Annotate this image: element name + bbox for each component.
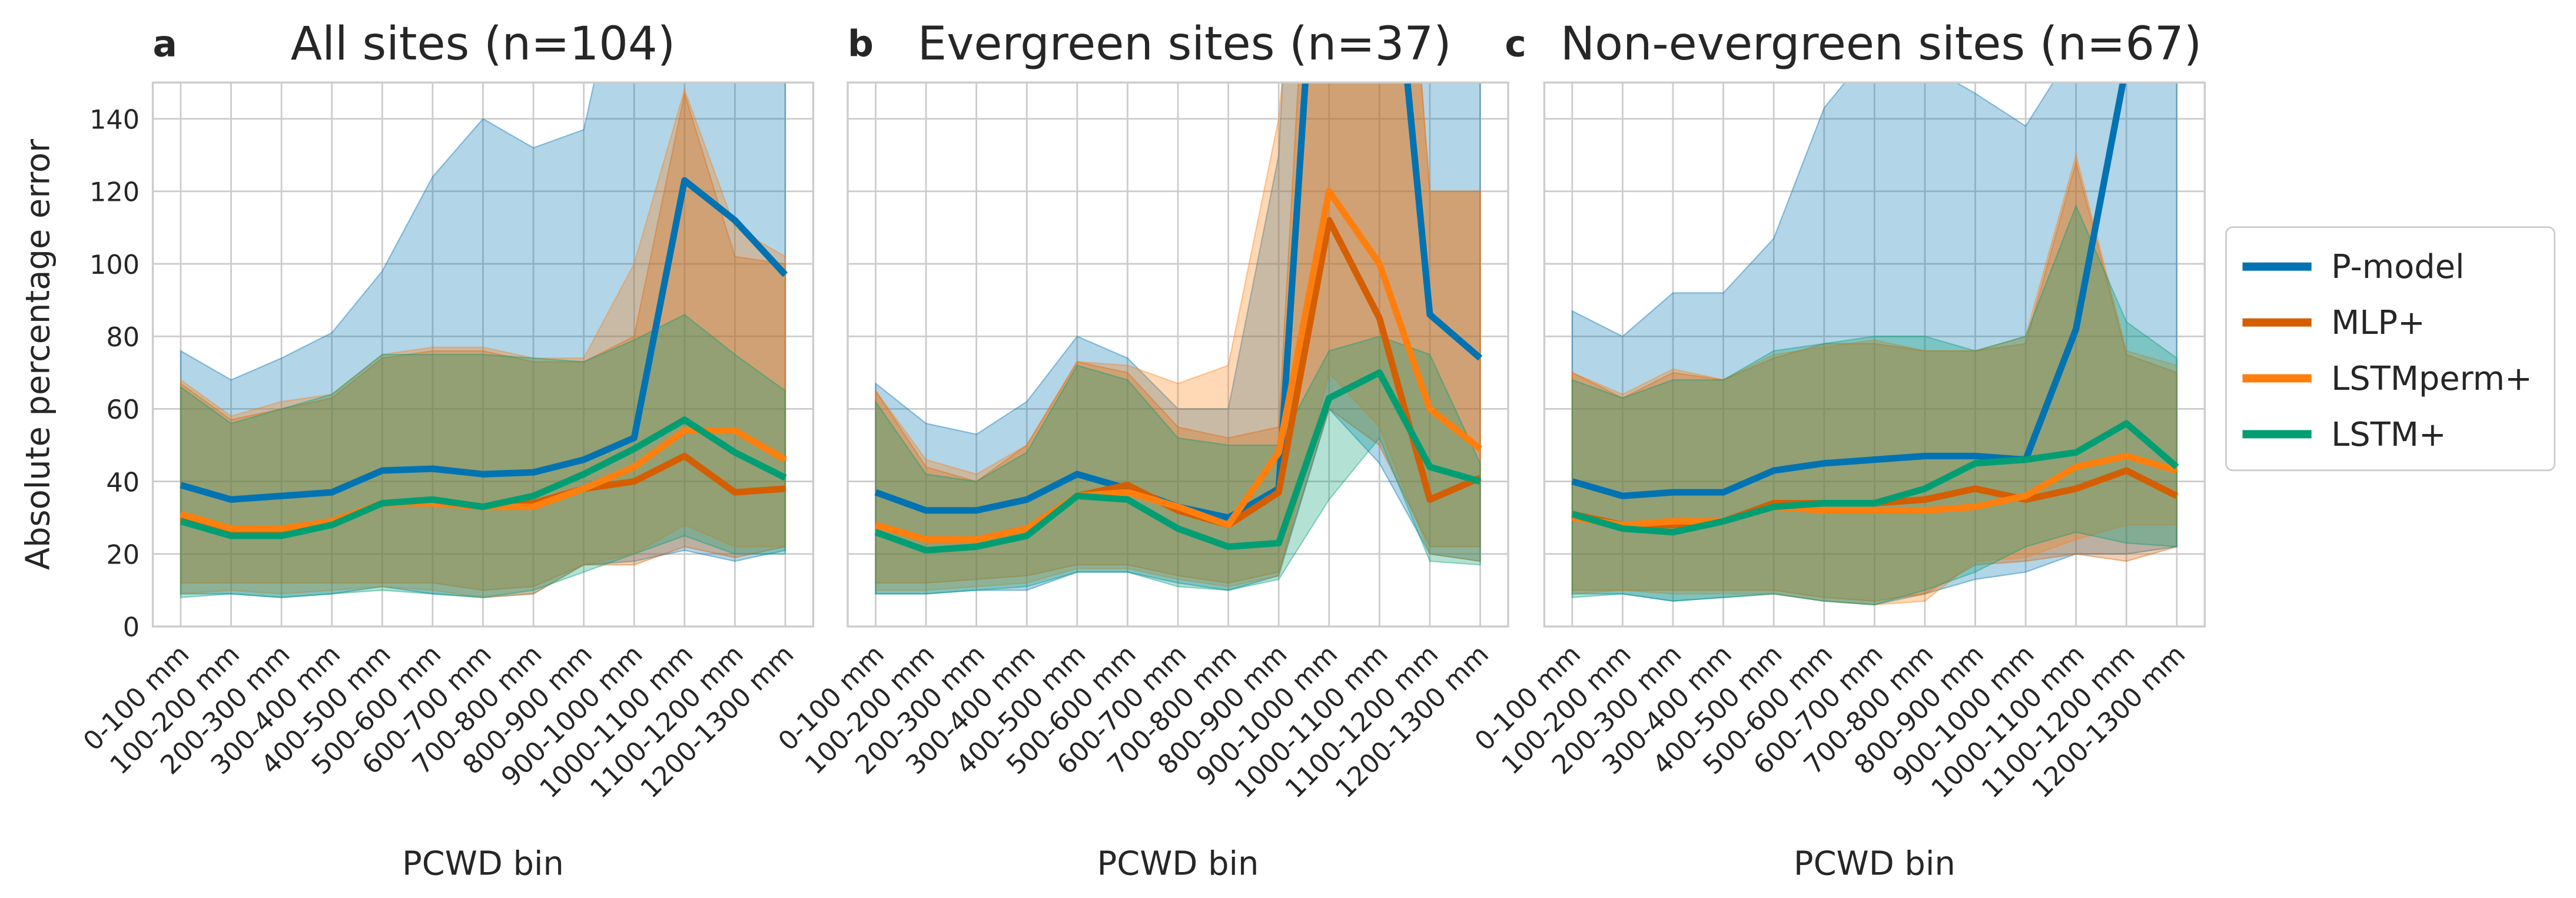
legend-label: P-model — [2331, 248, 2464, 286]
series-line — [1572, 452, 2178, 529]
error-band — [1571, 82, 2177, 606]
panel-label: b — [848, 23, 874, 65]
error-band — [1571, 204, 2177, 606]
y-tick-label: 80 — [106, 322, 140, 353]
y-tick-label: 120 — [89, 177, 140, 208]
x-axis-label: PCWD bin — [1097, 844, 1259, 883]
panel-label: a — [153, 23, 177, 65]
series-line — [1571, 420, 2179, 536]
legend-label: MLP+ — [2331, 304, 2425, 342]
panel-title: Evergreen sites (n=37) — [918, 17, 1452, 71]
error-band — [875, 82, 1481, 595]
legend-box — [2225, 226, 2556, 472]
y-tick-label: 100 — [89, 250, 140, 280]
plot-frame — [151, 81, 815, 628]
x-axis-label: PCWD bin — [402, 844, 564, 883]
plot-marks — [180, 82, 788, 598]
y-tick-label: 60 — [106, 395, 140, 425]
y-tick-label: 140 — [89, 104, 140, 135]
series-line — [874, 188, 1482, 543]
y-tick-label: 20 — [106, 539, 140, 570]
legend-label: LSTMperm+ — [2331, 360, 2532, 398]
series-line — [180, 177, 788, 503]
legend-label: LSTM+ — [2331, 416, 2446, 454]
y-axis-label: Absolute percentage error — [19, 139, 58, 570]
series-line — [874, 369, 1482, 554]
error-band — [180, 87, 786, 598]
panel-title: All sites (n=104) — [291, 17, 675, 71]
series-line — [1571, 82, 2127, 499]
panel-title: Non-evergreen sites (n=67) — [1561, 17, 2202, 71]
plot-marks — [1571, 82, 2179, 606]
y-tick-label: 0 — [123, 612, 140, 643]
plot-frame — [1543, 81, 2206, 628]
panel-label: c — [1505, 23, 1526, 65]
plot-marks — [874, 82, 1483, 595]
plot-frame — [847, 81, 1509, 628]
series-line — [180, 416, 787, 539]
error-band — [875, 82, 1481, 591]
x-axis-label: PCWD bin — [1794, 844, 1956, 883]
y-tick-label: 40 — [106, 467, 140, 498]
